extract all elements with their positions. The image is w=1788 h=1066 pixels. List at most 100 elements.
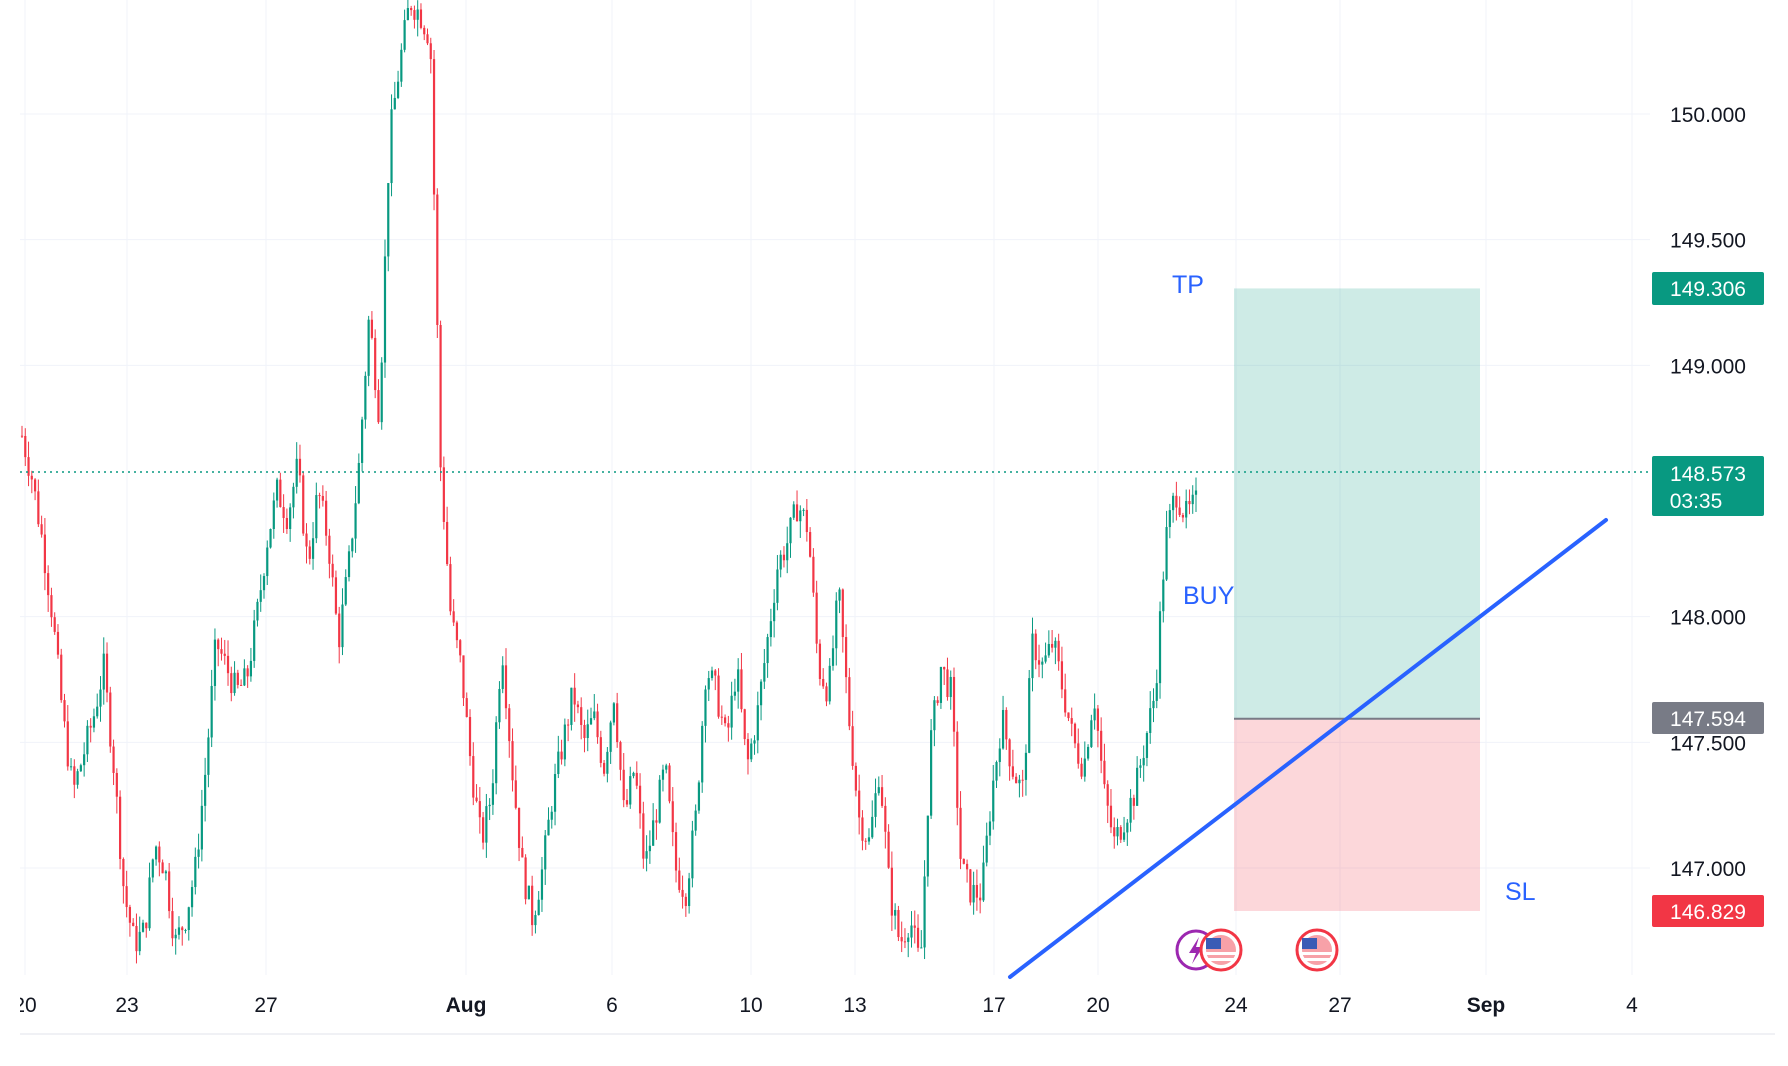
candle: [730, 681, 733, 740]
candle: [122, 857, 125, 904]
candle: [550, 806, 553, 829]
candle: [622, 753, 625, 808]
price-tick-label: 149.500: [1670, 230, 1746, 253]
candle: [972, 871, 975, 915]
candle: [1103, 743, 1106, 789]
candle: [1044, 642, 1047, 664]
candle: [86, 720, 89, 762]
candle: [557, 735, 560, 779]
candle: [652, 803, 655, 846]
candle: [1100, 717, 1103, 774]
candle: [998, 738, 1001, 777]
candle: [1113, 817, 1116, 849]
candle: [321, 485, 324, 507]
candle: [1194, 477, 1198, 512]
candle: [864, 838, 867, 850]
candle: [514, 765, 517, 810]
candle: [750, 738, 753, 763]
candle: [537, 891, 540, 916]
price-tick-label: 149.000: [1670, 355, 1746, 378]
candle: [344, 569, 347, 607]
candle: [439, 320, 442, 482]
candle: [53, 612, 56, 635]
us-flag-event-icon[interactable]: [1199, 928, 1243, 972]
candle: [33, 478, 37, 501]
trend-line[interactable]: [1008, 518, 1608, 979]
candle: [1018, 774, 1021, 798]
candle: [596, 703, 599, 744]
candle: [262, 573, 266, 599]
candle: [540, 857, 544, 912]
candle: [890, 851, 893, 931]
candle: [1136, 756, 1139, 806]
candlesticks: [20, 0, 1198, 964]
price-axis[interactable]: 150.000 149.500 149.000 148.000 147.500 147.0…: [1670, 104, 1746, 881]
candle: [89, 718, 92, 743]
candle: [1073, 722, 1077, 749]
time-axis[interactable]: 20 23 27 Aug 6 10 13 17 20 24 27 Sep 4: [0, 985, 1638, 1025]
candle: [678, 857, 681, 893]
candle: [665, 763, 668, 774]
candle: [1158, 601, 1162, 699]
candle: [289, 503, 292, 542]
candle: [576, 700, 580, 714]
candle: [109, 686, 112, 753]
candle: [534, 910, 537, 934]
candle: [1175, 481, 1178, 521]
candle: [602, 760, 606, 777]
candle: [285, 508, 288, 534]
candle: [125, 870, 128, 918]
candle: [1031, 617, 1034, 692]
axis-mask: [0, 985, 20, 1025]
candle: [475, 784, 478, 803]
candle: [988, 811, 992, 846]
candle: [1047, 630, 1050, 658]
candle: [154, 845, 158, 866]
candle: [27, 441, 30, 487]
time-tick-label: 13: [843, 994, 866, 1017]
candle: [511, 728, 514, 792]
candle: [720, 705, 723, 725]
candle: [1041, 657, 1044, 679]
candle: [642, 801, 645, 869]
candle: [331, 554, 334, 587]
candle: [207, 728, 210, 788]
stop-loss-zone[interactable]: [1234, 718, 1480, 911]
svg-text:146.829: 146.829: [1670, 901, 1746, 924]
candle: [423, 25, 426, 41]
candle: [393, 81, 396, 110]
candle: [380, 357, 383, 430]
candle: [233, 661, 236, 696]
candle: [606, 747, 609, 783]
candle: [773, 589, 776, 638]
candle: [311, 522, 315, 570]
candle: [1080, 757, 1083, 780]
candle: [246, 665, 249, 688]
candle: [733, 678, 737, 701]
candle: [648, 830, 651, 864]
take-profit-zone[interactable]: [1234, 288, 1480, 719]
candle: [746, 733, 750, 775]
time-tick-label: 24: [1224, 994, 1248, 1017]
candle: [266, 540, 269, 586]
candle: [347, 545, 351, 582]
candle: [975, 869, 978, 911]
candle: [684, 893, 687, 917]
candle: [632, 771, 635, 779]
candle: [459, 638, 462, 663]
candle: [69, 758, 73, 771]
candle: [325, 490, 328, 546]
candle: [786, 526, 789, 574]
candle: [1116, 818, 1119, 846]
candle: [661, 764, 665, 792]
candle: [1064, 673, 1067, 717]
candle: [710, 666, 714, 681]
us-flag-event-icon[interactable]: [1295, 928, 1339, 972]
candle: [854, 762, 857, 797]
candle: [92, 708, 96, 733]
candle: [184, 928, 187, 934]
candle: [168, 862, 171, 919]
candle: [426, 28, 429, 46]
